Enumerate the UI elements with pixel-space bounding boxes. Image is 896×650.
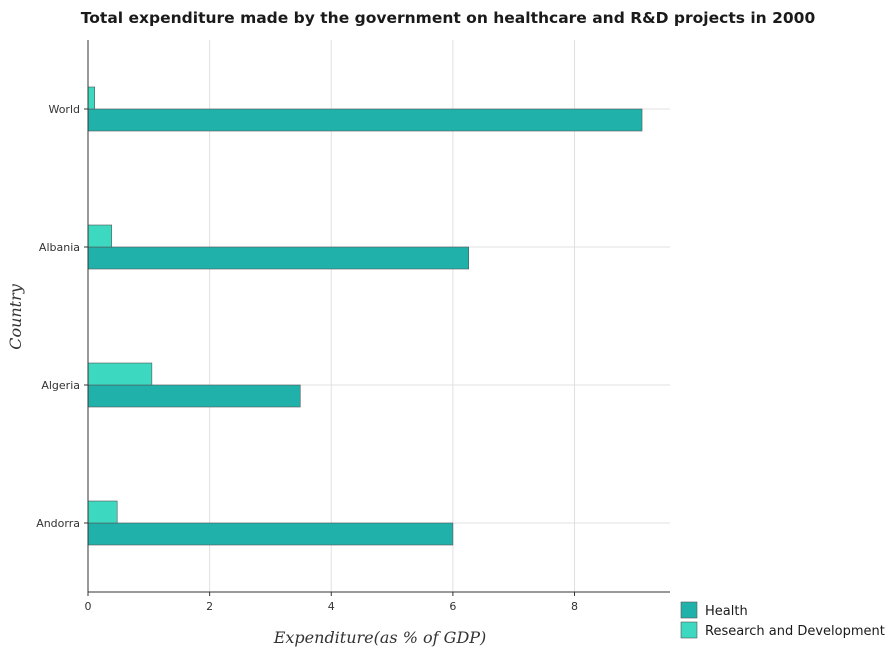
bar-health-world [87, 108, 643, 132]
y-tick-label-albania: Albania [39, 241, 80, 254]
y-tick-label-algeria: Algeria [41, 379, 80, 392]
x-tick-label: 2 [206, 600, 213, 613]
bars [87, 86, 643, 546]
legend-label-research-and-development: Research and Development [705, 624, 885, 639]
bar-research-and-development-andorra [87, 500, 118, 524]
bar-health-andorra [87, 522, 454, 546]
bar-health-algeria [87, 384, 301, 408]
legend: Health Research and Development [680, 601, 885, 639]
chart-title: Total expenditure made by the government… [81, 9, 816, 27]
x-tick-label: 6 [449, 600, 456, 613]
legend-swatch-research-and-development [680, 621, 698, 639]
y-axis-label: Country [6, 283, 25, 350]
y-tick-label-andorra: Andorra [36, 517, 80, 530]
x-tick-label: 0 [85, 600, 92, 613]
y-tick-label-world: World [48, 103, 80, 116]
x-tick-label: 8 [571, 600, 578, 613]
bar-research-and-development-albania [87, 224, 113, 248]
legend-swatch-health [680, 601, 698, 619]
bar-research-and-development-algeria [87, 362, 153, 386]
legend-label-health: Health [705, 604, 748, 619]
bar-research-and-development-world [87, 86, 95, 110]
x-axis-label: Expenditure(as % of GDP) [273, 628, 487, 647]
bar-health-albania [87, 246, 470, 270]
x-tick-label: 4 [328, 600, 335, 613]
axes: 0 2 4 6 8 World Albania Algeria Andorra [36, 40, 670, 613]
